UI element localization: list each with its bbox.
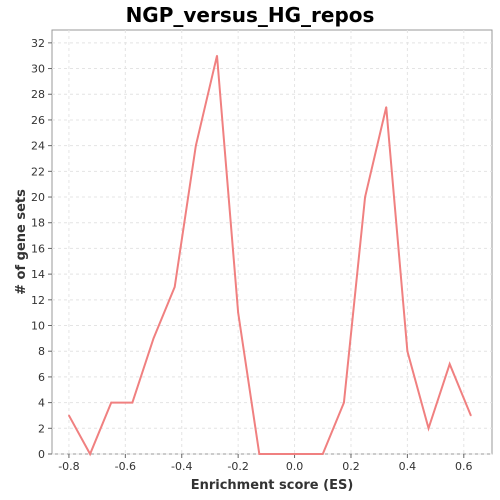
y-tick-label: 18: [31, 217, 45, 230]
y-tick-label: 16: [31, 242, 45, 255]
y-tick-label: 12: [31, 294, 45, 307]
data-point: [406, 350, 409, 353]
y-tick-label: 6: [38, 371, 45, 384]
y-tick-label: 26: [31, 114, 45, 127]
data-point: [364, 196, 366, 198]
y-tick-label: 24: [31, 140, 45, 153]
x-axis-label: Enrichment score (ES): [191, 478, 354, 493]
data-point: [152, 337, 155, 340]
y-axis-label: # of gene sets: [14, 189, 29, 295]
data-point: [385, 106, 388, 108]
data-point: [321, 453, 324, 455]
data-point: [300, 453, 303, 455]
data-point: [237, 311, 239, 314]
data-point: [427, 427, 430, 430]
x-tick-label: -0.2: [227, 460, 248, 473]
data-point: [448, 363, 451, 365]
data-point: [216, 54, 218, 57]
y-tick-label: 0: [38, 448, 45, 461]
x-tick-label: -0.4: [171, 460, 192, 473]
data-point: [343, 401, 345, 404]
y-tick-label: 28: [31, 88, 45, 101]
x-tick-label: 0.2: [342, 460, 360, 473]
plot-background: [51, 29, 493, 455]
y-tick-label: 30: [31, 63, 45, 76]
data-point: [89, 453, 91, 455]
data-point: [195, 144, 197, 147]
x-tick-label: 0.4: [399, 460, 417, 473]
x-tick-label: -0.8: [58, 460, 79, 473]
y-tick-label: 20: [31, 191, 45, 204]
data-point: [279, 453, 282, 455]
y-tick-label: 2: [38, 422, 45, 435]
y-tick-label: 10: [31, 320, 45, 333]
x-tick-label: -0.6: [115, 460, 136, 473]
data-point: [258, 453, 261, 455]
y-tick-label: 4: [38, 397, 45, 410]
series-line: [68, 55, 472, 457]
y-tick-label: 8: [38, 345, 45, 358]
y-tick-label: 14: [31, 268, 45, 281]
series-layer: [68, 54, 472, 457]
data-point: [110, 401, 113, 404]
chart-title: NGP_versus_HG_repos: [125, 3, 375, 27]
y-tick-label: 32: [31, 37, 45, 50]
data-point: [68, 414, 70, 417]
data-point: [470, 414, 472, 417]
x-tick-label: 0.0: [286, 460, 304, 473]
y-tick-label: 22: [31, 165, 45, 178]
data-point: [131, 401, 134, 404]
grid-lines: [52, 30, 492, 455]
data-point: [173, 286, 176, 288]
x-tick-label: 0.6: [455, 460, 473, 473]
